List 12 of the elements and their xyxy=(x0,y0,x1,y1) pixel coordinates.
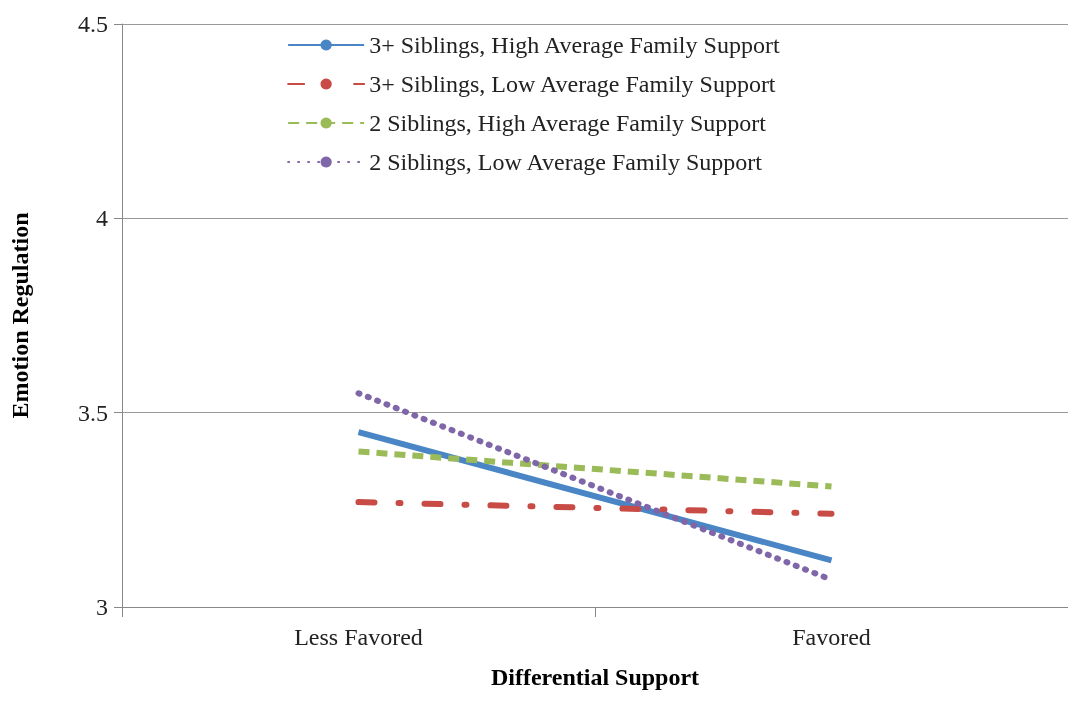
legend-label: 2 Siblings, High Average Family Support xyxy=(369,110,767,136)
y-tick-label: 4.5 xyxy=(78,11,108,37)
y-tick-label: 3.5 xyxy=(78,399,108,426)
x-tick-label: Favored xyxy=(792,624,871,650)
legend-label: 3+ Siblings, High Average Family Support xyxy=(369,32,780,58)
x-axis-title: Differential Support xyxy=(490,664,700,690)
y-tick-label: 3 xyxy=(96,594,108,620)
legend-label: 3+ Siblings, Low Average Family Support xyxy=(369,71,776,97)
y-axis-title: Emotion Regulation xyxy=(7,212,33,419)
legend-label: 2 Siblings, Low Average Family Support xyxy=(369,149,763,175)
x-tick-label: Less Favored xyxy=(294,624,423,650)
y-tick-label: 4 xyxy=(96,205,108,232)
